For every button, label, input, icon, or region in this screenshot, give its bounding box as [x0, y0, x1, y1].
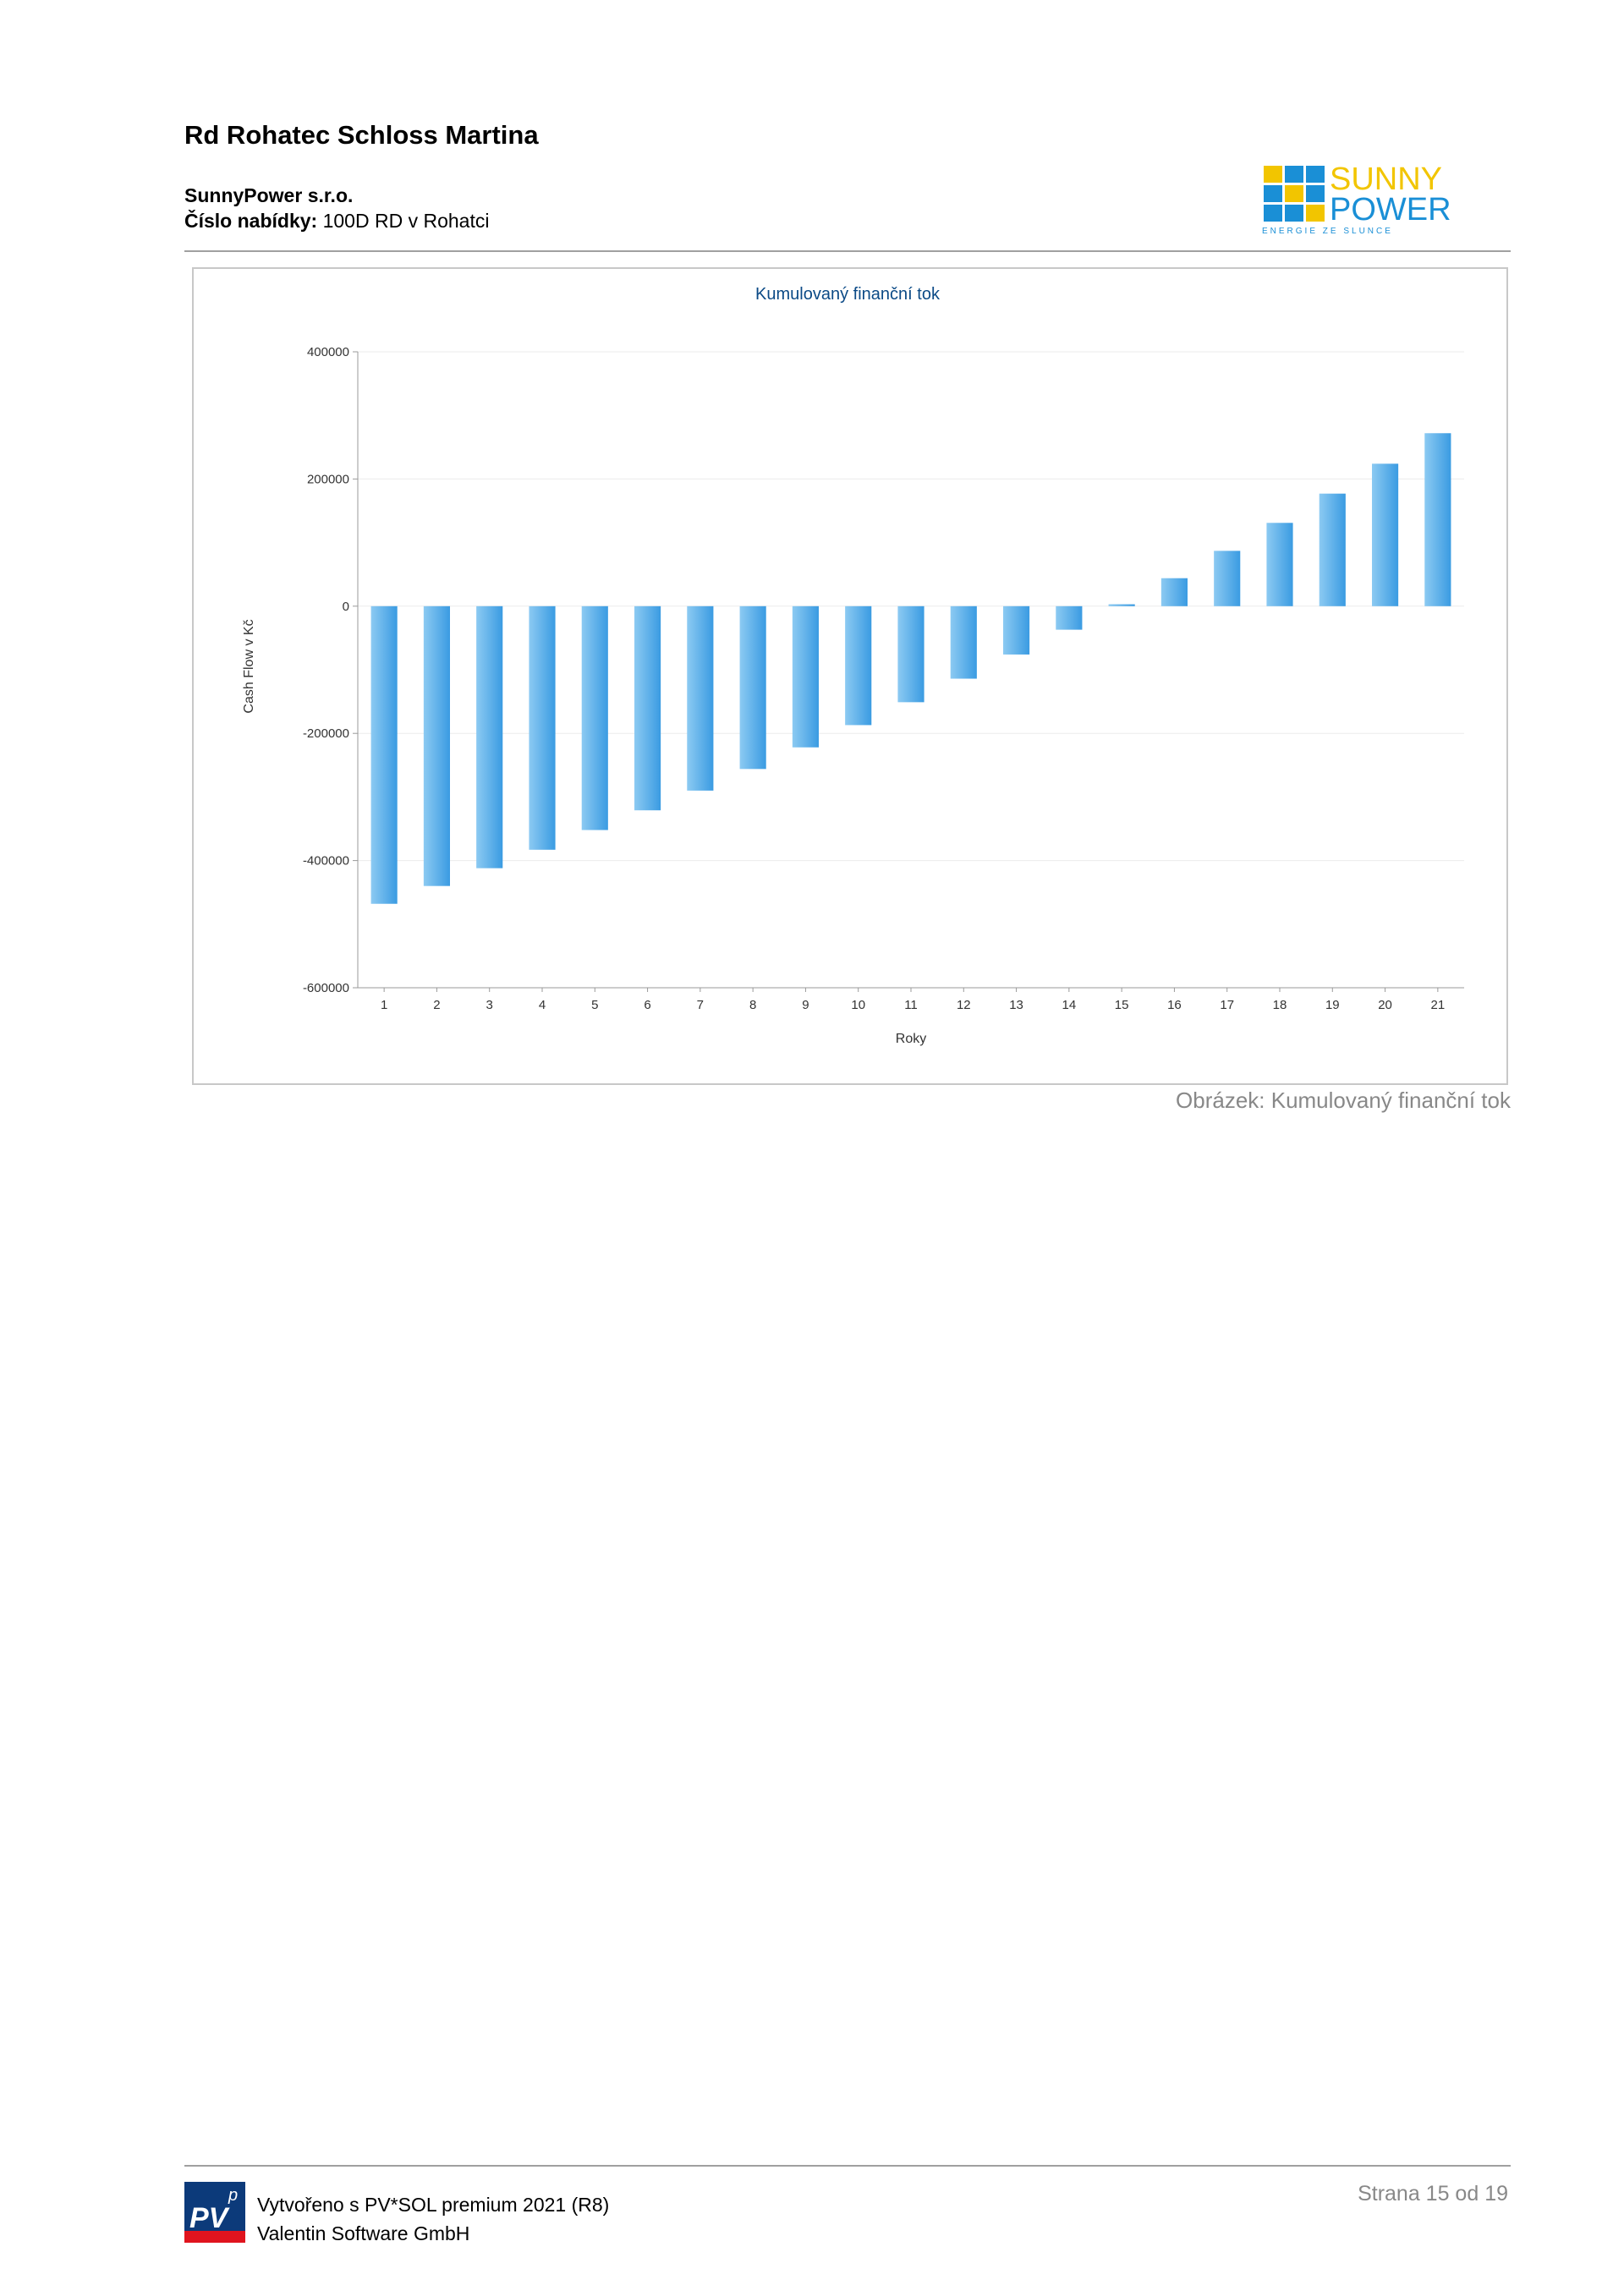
footer-divider — [184, 2165, 1511, 2167]
bar-year-6 — [634, 606, 661, 811]
bar-year-2 — [423, 606, 450, 886]
bar-year-11 — [897, 606, 924, 703]
y-tick-label: 0 — [343, 600, 349, 614]
bar-year-12 — [950, 606, 977, 679]
sunnypower-logo: SUNNY POWER ENERGIE ZE SLUNCE — [1262, 162, 1451, 235]
x-tick-label: 13 — [1009, 998, 1023, 1012]
document-title: Rd Rohatec Schloss Martina — [184, 120, 539, 150]
x-tick-label: 9 — [802, 998, 809, 1012]
bar-year-4 — [529, 606, 556, 850]
page-number: Strana 15 od 19 — [1358, 2182, 1508, 2206]
x-tick-label: 21 — [1431, 998, 1446, 1012]
x-tick-label: 18 — [1273, 998, 1287, 1012]
solar-panel-icon — [1264, 166, 1325, 222]
x-tick-label: 15 — [1115, 998, 1129, 1012]
x-tick-label: 11 — [904, 998, 918, 1012]
x-tick-label: 3 — [486, 998, 493, 1012]
cash-flow-chart: Kumulovaný finanční tok Roky Cash Flow v… — [242, 285, 1464, 1046]
bar-year-1 — [370, 606, 398, 904]
bar-year-16 — [1160, 578, 1188, 606]
bar-year-14 — [1056, 606, 1083, 630]
bar-year-19 — [1319, 493, 1346, 606]
x-axis-label: Roky — [896, 1032, 926, 1046]
created-with: Vytvořeno s PV*SOL premium 2021 (R8) — [257, 2194, 610, 2216]
bar-year-20 — [1372, 463, 1399, 606]
offer-line: Číslo nabídky: 100D RD v Rohatci — [184, 210, 489, 233]
logo-tagline: ENERGIE ZE SLUNCE — [1262, 227, 1393, 235]
bar-layer — [370, 433, 1451, 904]
logo-line2: POWER — [1330, 192, 1451, 227]
x-tick-label: 8 — [749, 998, 756, 1012]
x-tick-label: 20 — [1378, 998, 1392, 1012]
bar-year-17 — [1214, 551, 1241, 606]
x-tick-label: 17 — [1220, 998, 1234, 1012]
x-tick-label: 19 — [1325, 998, 1340, 1012]
x-tick-label: 2 — [433, 998, 440, 1012]
chart-title: Kumulovaný finanční tok — [755, 285, 941, 304]
bar-year-10 — [845, 606, 872, 726]
vendor-name: Valentin Software GmbH — [257, 2222, 470, 2244]
header-divider — [184, 250, 1511, 252]
bar-year-18 — [1266, 523, 1293, 606]
y-tick-label: 200000 — [307, 472, 349, 486]
bar-year-5 — [581, 606, 608, 830]
y-tick-label: 400000 — [307, 345, 349, 359]
bar-year-9 — [792, 606, 819, 748]
bar-year-13 — [1003, 606, 1030, 655]
bar-year-15 — [1108, 604, 1135, 606]
pvsol-logo: PV p — [184, 2182, 245, 2243]
x-tick-label: 4 — [539, 998, 546, 1012]
pv-logo-sup: p — [228, 2186, 238, 2205]
offer-value: 100D RD v Rohatci — [322, 210, 490, 232]
x-tick-label: 5 — [591, 998, 598, 1012]
logo-line1: SUNNY — [1330, 162, 1442, 197]
x-tick-label: 16 — [1167, 998, 1182, 1012]
bar-year-7 — [687, 606, 714, 791]
y-tick-label: -200000 — [303, 726, 349, 741]
bar-year-3 — [476, 606, 503, 869]
chart-frame — [192, 267, 1508, 1085]
x-tick-label: 6 — [644, 998, 650, 1012]
x-tick-label: 1 — [381, 998, 387, 1012]
bar-year-21 — [1424, 433, 1451, 606]
x-tick-label: 10 — [851, 998, 865, 1012]
y-tick-label: -400000 — [303, 854, 349, 869]
x-tick-label: 7 — [697, 998, 704, 1012]
x-tick-label: 12 — [957, 998, 971, 1012]
figure-caption: Obrázek: Kumulovaný finanční tok — [1176, 1088, 1511, 1113]
bar-year-8 — [739, 606, 766, 770]
company-name: SunnyPower s.r.o. — [184, 184, 354, 206]
offer-label: Číslo nabídky: — [184, 210, 318, 232]
x-tick-label: 14 — [1062, 998, 1077, 1012]
y-tick-label: -600000 — [303, 981, 349, 995]
pv-logo-text: PV — [189, 2202, 231, 2234]
y-axis-label: Cash Flow v Kč — [242, 619, 256, 713]
